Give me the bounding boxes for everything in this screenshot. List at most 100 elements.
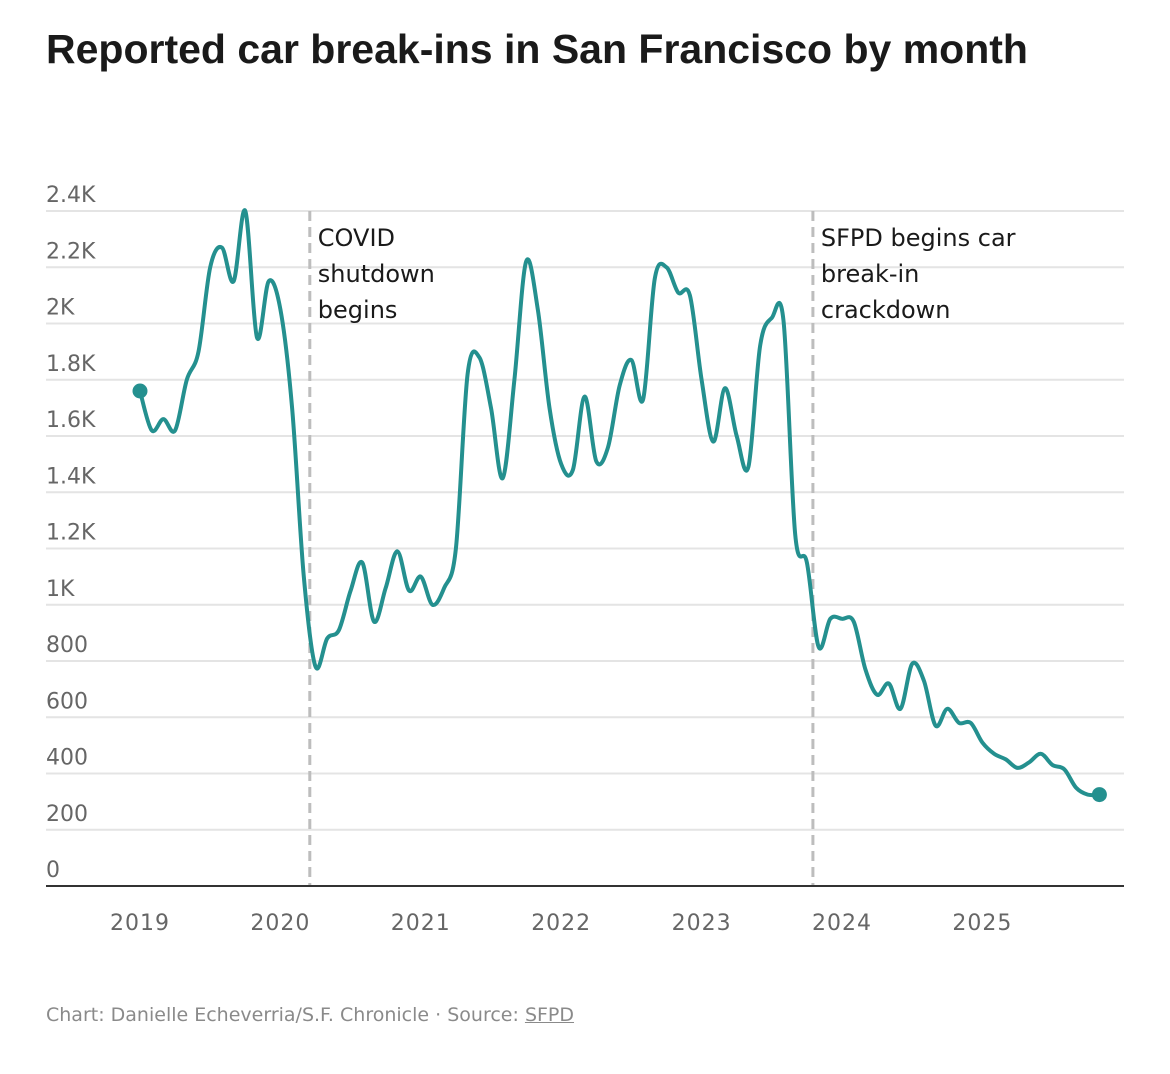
chart-title: Reported car break-ins in San Francisco …	[46, 26, 1028, 72]
annotation-line-text: begins	[318, 296, 398, 324]
y-tick-label-1200: 1.2K	[46, 521, 96, 546]
y-tick-label-600: 600	[46, 689, 88, 714]
annotation-line-text: shutdown	[318, 260, 435, 288]
y-tick-label-1800: 1.8K	[46, 352, 96, 377]
data-point-2023-10	[804, 560, 810, 566]
data-point-2024-05	[886, 681, 892, 687]
annotation-line-text: COVID	[318, 224, 395, 252]
data-point-2021-03	[441, 585, 447, 591]
data-point-2025-07	[1050, 762, 1056, 768]
series-layer	[132, 208, 1107, 803]
data-point-2024-12	[968, 720, 974, 726]
data-point-2022-12	[687, 292, 693, 298]
chart-footer: Chart: Danielle Echeverria/S.F. Chronicl…	[46, 1004, 574, 1026]
data-point-2022-10	[664, 264, 670, 270]
data-point-2023-01	[699, 377, 705, 383]
data-point-2024-04	[874, 692, 880, 698]
annotations: COVID shutdown begins SFPD begins car break-…	[308, 211, 1016, 886]
data-point-2024-08	[921, 678, 927, 684]
data-point-2022-11	[675, 290, 681, 296]
annotation-text-2: SFPD begins car break-in crackdown	[821, 224, 1016, 324]
data-point-2025-04	[1015, 765, 1021, 771]
data-point-2022-03	[582, 394, 588, 400]
x-tick-label-2020: 2020	[250, 911, 310, 936]
source-link[interactable]: SFPD	[524, 1004, 575, 1026]
data-point-2019-05	[184, 377, 190, 383]
x-tick-label-2022: 2022	[531, 911, 591, 936]
data-point-2019-03	[160, 416, 166, 422]
data-point-2020-11	[394, 548, 400, 554]
data-point-2022-08	[640, 396, 646, 402]
data-point-2023-07	[769, 315, 775, 321]
y-tick-label-2400: 2.4K	[46, 183, 96, 208]
x-tick-label-2024: 2024	[812, 911, 872, 936]
data-point-2020-07	[348, 588, 354, 594]
data-point-2021-07	[488, 405, 494, 411]
data-point-2025-05	[1026, 759, 1032, 765]
data-point-2025-09	[1073, 785, 1079, 791]
data-point-2023-12	[827, 616, 833, 622]
y-tick-label-200: 200	[46, 802, 88, 827]
data-point-2024-06	[898, 706, 904, 712]
data-point-2023-11	[816, 644, 822, 650]
x-tick-label-2023: 2023	[672, 911, 732, 936]
data-point-2022-04	[593, 458, 599, 464]
data-point-2019-02	[149, 427, 155, 433]
end-point-marker	[1091, 787, 1107, 803]
data-point-2021-04	[453, 546, 459, 552]
annotation-line-text: break-in	[821, 260, 919, 288]
data-point-2022-07	[628, 357, 634, 363]
data-point-2025-01	[979, 740, 985, 746]
footer-separator: ·	[435, 1004, 442, 1026]
y-tick-label-2000: 2K	[46, 296, 75, 321]
annotation-line-text: crackdown	[821, 296, 951, 324]
data-point-2023-09	[792, 531, 798, 537]
data-point-2020-06	[336, 627, 342, 633]
axes: 0 200 400 600 800 1K 1.2K 1.4K 1.6K 1.8K 2K 2.2K 2.4…	[46, 183, 1124, 936]
data-point-2019-09	[231, 278, 237, 284]
data-point-2024-09	[933, 723, 939, 729]
data-point-2022-01	[558, 461, 564, 467]
data-point-2019-06	[196, 349, 202, 355]
series-line-1	[138, 208, 1102, 798]
data-point-2023-05	[745, 464, 751, 470]
data-point-2021-10	[523, 259, 529, 265]
data-point-2023-06	[757, 343, 763, 349]
data-point-2023-03	[722, 385, 728, 391]
data-point-2024-03	[862, 666, 868, 672]
data-point-2022-09	[652, 276, 658, 282]
y-tick-label-400: 400	[46, 746, 88, 771]
data-point-2023-08	[781, 318, 787, 324]
data-point-2021-11	[535, 306, 541, 312]
data-point-2019-07	[207, 264, 213, 270]
data-point-2025-02	[991, 751, 997, 757]
data-point-2021-06	[476, 354, 482, 360]
x-tick-label-2025: 2025	[952, 911, 1012, 936]
y-tick-label-0: 0	[46, 858, 60, 883]
start-point-marker	[132, 383, 148, 399]
y-tick-label-1000: 1K	[46, 577, 75, 602]
data-point-2025-06	[1038, 751, 1044, 757]
data-point-2025-03	[1003, 756, 1009, 762]
data-point-2020-01	[277, 306, 283, 312]
chart-credit: Chart: Danielle Echeverria/S.F. Chronicl…	[46, 1004, 430, 1026]
data-point-2020-09	[371, 619, 377, 625]
data-point-2019-04	[172, 427, 178, 433]
data-point-2024-01	[839, 616, 845, 622]
y-tick-label-1400: 1.4K	[46, 464, 96, 489]
annotation-line-text: SFPD begins car	[821, 224, 1016, 252]
data-point-2021-05	[465, 371, 471, 377]
data-point-2020-04	[313, 664, 319, 670]
y-tick-label-1600: 1.6K	[46, 408, 96, 433]
data-point-2021-02	[430, 602, 436, 608]
data-point-2021-09	[511, 377, 517, 383]
data-point-2025-10	[1085, 792, 1091, 798]
data-point-2020-03	[301, 574, 307, 580]
data-point-2020-05	[324, 636, 330, 642]
y-tick-label-2200: 2.2K	[46, 239, 96, 264]
data-point-2024-07	[909, 661, 915, 667]
x-tick-label-2021: 2021	[391, 911, 451, 936]
gridlines	[46, 210, 1124, 831]
data-point-2022-06	[617, 382, 623, 388]
